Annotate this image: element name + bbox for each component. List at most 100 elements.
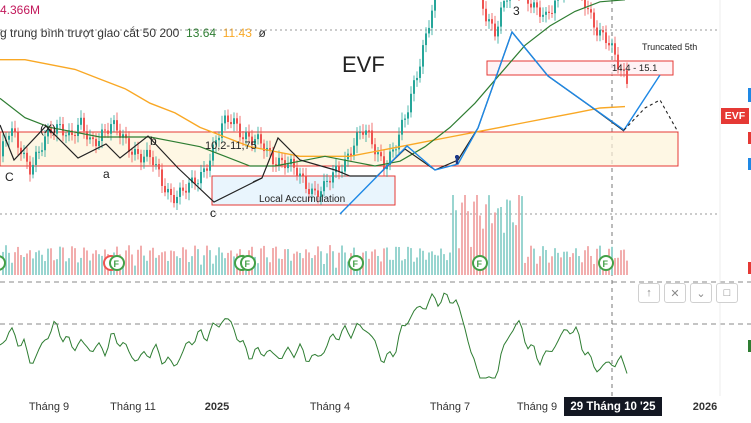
volume-bar: [308, 252, 310, 275]
pane-collapse-button[interactable]: ⌄: [690, 283, 712, 303]
candle-body: [146, 149, 148, 157]
volume-bar: [344, 252, 346, 275]
volume-bar: [278, 258, 280, 275]
volume-bar: [158, 255, 160, 275]
x-tick-label: Tháng 4: [310, 401, 350, 413]
volume-bar: [227, 252, 229, 275]
pane-close-button[interactable]: ✕: [664, 283, 686, 303]
candle-body: [215, 140, 217, 145]
candle-body: [89, 137, 91, 140]
volume-bar: [209, 250, 211, 275]
volume-bar: [404, 259, 406, 275]
volume-bar: [8, 252, 10, 275]
candle-body: [536, 2, 538, 8]
candle-body: [107, 130, 109, 134]
candle-body: [599, 30, 601, 36]
indicator-legend[interactable]: g trung bình trượt giao cắt 50 200 13.64…: [0, 26, 266, 40]
volume-bar: [413, 261, 415, 275]
candle-body: [251, 136, 253, 145]
f-badge[interactable]: [348, 255, 364, 271]
ma-slow-line: [0, 59, 626, 158]
candle-body: [323, 181, 325, 192]
volume-bar: [299, 252, 301, 275]
volume-bar: [578, 256, 580, 275]
candle-body: [509, 0, 511, 1]
volume-bar: [221, 252, 223, 275]
volume-bar: [314, 255, 316, 275]
volume-bar: [503, 232, 505, 275]
f-badge[interactable]: [109, 255, 125, 271]
candle-body: [248, 132, 250, 137]
candle-body: [128, 138, 130, 152]
x-axis: Tháng 9 Tháng 11 2025 Tháng 4 Tháng 7 Th…: [29, 401, 717, 413]
volume-bar: [71, 246, 73, 275]
volume-bar: [449, 252, 451, 275]
volume-bar: [500, 206, 502, 275]
candle-body: [254, 139, 256, 145]
volume-bar: [548, 262, 550, 275]
wave-label-C: C: [5, 170, 14, 184]
volume-bar: [146, 260, 148, 275]
volume-bar: [341, 245, 343, 275]
volume-bar: [524, 262, 526, 275]
candle-body: [227, 115, 229, 123]
candle-body: [554, 0, 556, 14]
candle-body: [245, 132, 247, 140]
candle-body: [92, 137, 94, 140]
volume-bar: [416, 257, 418, 275]
volume-bar: [389, 259, 391, 275]
candle-body: [539, 7, 541, 17]
volume-bar: [368, 258, 370, 275]
candle-body: [533, 2, 535, 8]
candle-body: [257, 134, 259, 140]
volume-bar: [518, 195, 520, 275]
pane-maximize-button[interactable]: □: [716, 283, 738, 303]
candle-body: [299, 173, 301, 177]
candle-body: [272, 151, 274, 165]
candle-body: [200, 172, 202, 184]
pane-controls: ↑ ✕ ⌄ □: [638, 283, 738, 303]
volume-bar: [488, 195, 490, 275]
volume-bar: [53, 260, 55, 275]
volume-bar: [266, 257, 268, 275]
candle-body: [224, 115, 226, 124]
f-badge[interactable]: [0, 255, 6, 271]
crosshair-date-label: 29 Tháng 10 '25: [564, 397, 662, 416]
volume-bar: [530, 245, 532, 275]
candle-body: [542, 14, 544, 17]
f-badge[interactable]: [240, 255, 256, 271]
pane-up-button[interactable]: ↑: [638, 283, 660, 303]
candle-body: [626, 70, 628, 84]
axis-mark-blue: [748, 158, 751, 170]
volume-bar: [56, 259, 58, 275]
candle-body: [431, 10, 433, 28]
f-badge[interactable]: [598, 255, 614, 271]
volume-bar: [584, 250, 586, 275]
osc-axis-mark: [748, 340, 751, 352]
volume-bar: [428, 252, 430, 275]
candle-body: [98, 140, 100, 147]
volume-bar: [287, 249, 289, 275]
candle-body: [341, 171, 343, 173]
candle-body: [311, 188, 313, 195]
f-badge-text: F: [114, 259, 120, 269]
volume-bar: [338, 252, 340, 275]
x-tick-label: 2026: [693, 401, 717, 413]
volume-bar: [44, 261, 46, 275]
candle-body: [377, 152, 379, 155]
candle-body: [122, 134, 124, 138]
candle-body: [59, 124, 61, 126]
candle-body: [2, 141, 4, 157]
candle-body: [422, 45, 424, 67]
f-badge[interactable]: [472, 255, 488, 271]
chart-title: EVF: [342, 52, 385, 77]
candle-body: [503, 1, 505, 8]
volume-bar: [50, 248, 52, 275]
candle-body: [194, 177, 196, 184]
candle-body: [557, 0, 559, 1]
accumulation-box: [211, 175, 396, 206]
dividend-markers: F F F F F: [0, 255, 614, 271]
candle-body: [602, 30, 604, 33]
candle-body: [305, 175, 307, 189]
